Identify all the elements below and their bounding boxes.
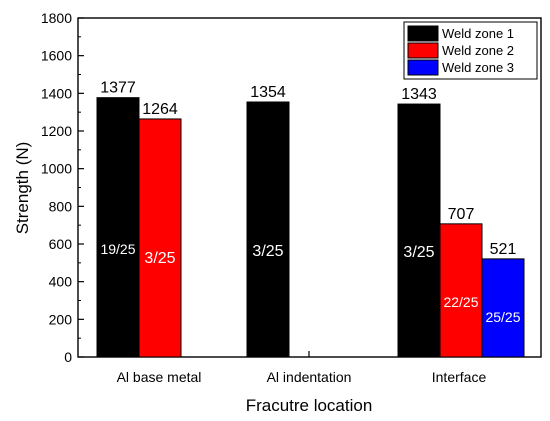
bar-value-label: 707 xyxy=(448,206,475,223)
bar xyxy=(246,101,290,358)
bar-value-label: 1343 xyxy=(401,86,437,103)
x-axis-label: Fracutre location xyxy=(246,396,373,415)
y-tick-label: 1400 xyxy=(41,85,72,101)
bar-inner-label: 3/25 xyxy=(403,244,434,261)
x-tick-label: Al base metal xyxy=(117,369,202,385)
legend-swatch xyxy=(407,59,439,76)
y-tick-label: 600 xyxy=(49,236,73,252)
legend-label: Weld zone 3 xyxy=(442,60,514,75)
bar-value-label: 1264 xyxy=(142,101,178,118)
y-tick-label: 1800 xyxy=(41,10,72,26)
bar-inner-label: 25/25 xyxy=(485,309,520,325)
legend-swatch xyxy=(407,25,439,42)
y-tick-label: 200 xyxy=(49,311,73,327)
y-tick-label: 0 xyxy=(64,349,72,365)
bar-value-label: 1354 xyxy=(250,84,286,101)
bar-value-label: 1377 xyxy=(100,80,136,97)
y-tick-label: 800 xyxy=(49,198,73,214)
legend: Weld zone 1 Weld zone 2 Weld zone 3 xyxy=(403,21,538,80)
legend-label: Weld zone 2 xyxy=(442,43,514,58)
bar xyxy=(439,223,483,358)
bar xyxy=(481,258,525,358)
bar-inner-label: 3/25 xyxy=(252,243,283,260)
bar xyxy=(138,118,182,358)
bar-inner-label: 19/25 xyxy=(100,241,135,257)
legend-swatch xyxy=(407,42,439,59)
bar xyxy=(96,97,140,358)
x-tick-label: Interface xyxy=(432,369,487,385)
y-axis-label: Strength (N) xyxy=(13,142,32,235)
bar-inner-label: 3/25 xyxy=(144,250,175,267)
y-tick-label: 1600 xyxy=(41,48,72,64)
bar-value-label: 521 xyxy=(490,241,517,258)
bar-inner-label: 22/25 xyxy=(443,294,478,310)
y-tick-label: 1000 xyxy=(41,161,72,177)
bar xyxy=(397,103,441,358)
y-tick-label: 1200 xyxy=(41,123,72,139)
x-tick-label: Al indentation xyxy=(267,369,352,385)
legend-label: Weld zone 1 xyxy=(442,26,514,41)
y-tick-label: 400 xyxy=(49,274,73,290)
